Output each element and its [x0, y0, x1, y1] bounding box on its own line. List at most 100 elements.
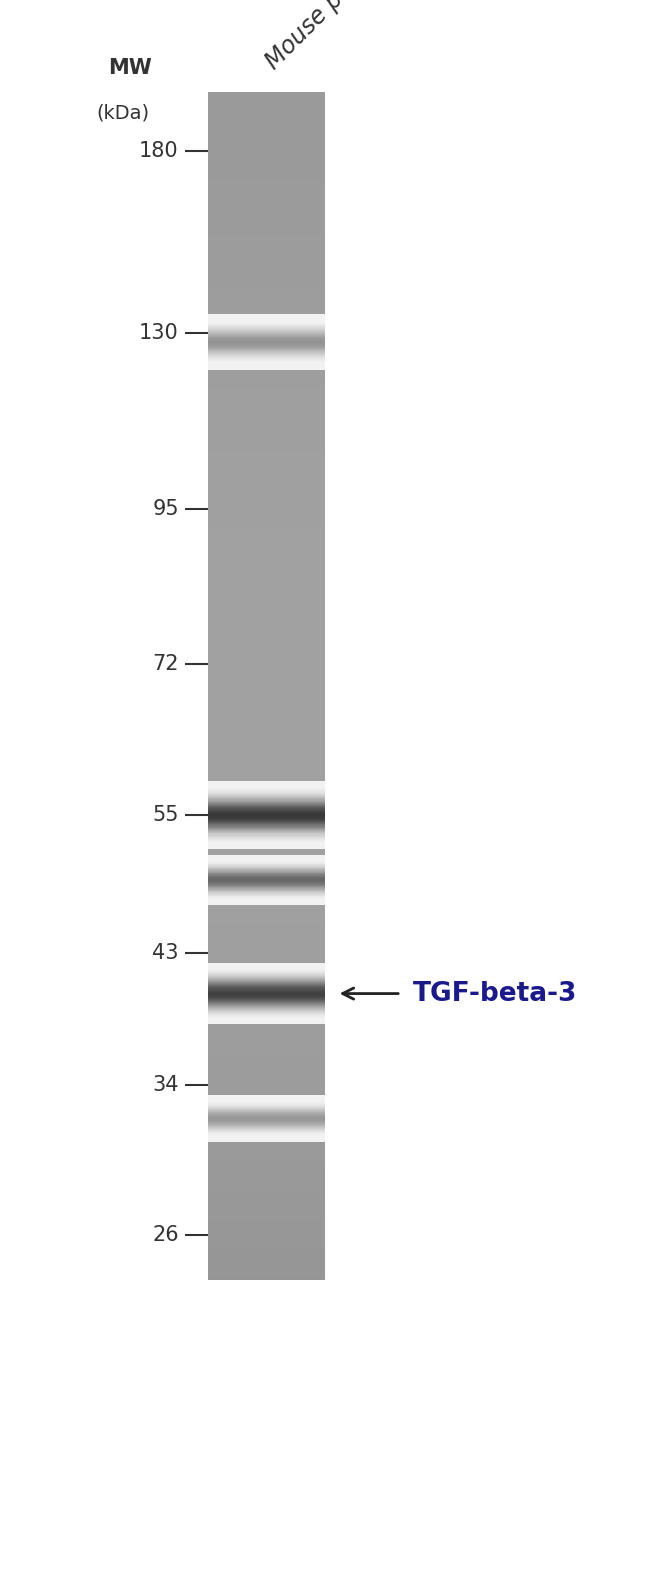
Bar — [208, 903, 325, 908]
Bar — [208, 594, 325, 599]
Bar — [208, 567, 325, 571]
Bar — [208, 1102, 325, 1105]
Bar — [208, 164, 325, 167]
Bar — [208, 1193, 325, 1196]
Bar — [208, 1086, 325, 1089]
Bar — [208, 769, 325, 772]
Bar — [208, 733, 325, 738]
Bar — [208, 1232, 325, 1236]
Bar — [208, 214, 325, 219]
Bar — [208, 156, 325, 159]
Bar — [208, 329, 325, 334]
Bar — [208, 627, 325, 630]
Bar — [208, 939, 325, 942]
Bar — [208, 686, 325, 690]
Text: 130: 130 — [139, 323, 179, 344]
Bar — [208, 159, 325, 164]
Bar — [208, 112, 325, 115]
Text: 55: 55 — [152, 805, 179, 826]
Bar — [208, 1217, 325, 1220]
Bar — [208, 429, 325, 432]
Bar — [208, 120, 325, 123]
Bar — [208, 107, 325, 112]
Bar — [208, 353, 325, 358]
Bar — [208, 413, 325, 416]
Bar — [208, 693, 325, 698]
Bar — [208, 559, 325, 563]
Bar — [208, 1177, 325, 1180]
Bar — [208, 512, 325, 515]
Bar — [208, 342, 325, 345]
Bar — [208, 1225, 325, 1228]
Bar — [208, 1089, 325, 1094]
Bar — [208, 960, 325, 963]
Bar — [208, 369, 325, 374]
Bar — [208, 500, 325, 504]
Bar — [208, 678, 325, 682]
Bar — [208, 254, 325, 258]
Bar — [208, 749, 325, 753]
Bar — [208, 322, 325, 326]
Bar — [208, 1236, 325, 1240]
Bar — [208, 104, 325, 107]
Bar — [208, 887, 325, 892]
Bar — [208, 1050, 325, 1054]
Bar — [208, 1141, 325, 1146]
Bar — [208, 643, 325, 646]
Bar — [208, 947, 325, 952]
Bar — [208, 1272, 325, 1275]
Bar — [208, 599, 325, 602]
Bar — [208, 211, 325, 214]
Bar — [208, 222, 325, 227]
Bar — [208, 722, 325, 725]
Bar — [208, 1169, 325, 1173]
Bar — [208, 848, 325, 853]
Text: MW: MW — [109, 58, 152, 77]
Bar — [208, 675, 325, 678]
Bar — [208, 1267, 325, 1272]
Bar — [208, 785, 325, 790]
Bar — [208, 845, 325, 848]
Bar — [208, 1007, 325, 1010]
Bar — [208, 1201, 325, 1204]
Bar — [208, 745, 325, 749]
Bar — [208, 235, 325, 238]
Bar — [208, 659, 325, 662]
Bar — [208, 808, 325, 813]
Bar — [208, 706, 325, 709]
Bar — [208, 266, 325, 269]
Bar — [208, 489, 325, 492]
Bar — [208, 780, 325, 785]
Bar — [208, 976, 325, 979]
Bar — [208, 334, 325, 337]
Bar — [208, 602, 325, 607]
Bar — [208, 777, 325, 780]
Bar — [208, 991, 325, 994]
Bar — [208, 1018, 325, 1023]
Bar — [208, 682, 325, 686]
Bar — [208, 868, 325, 872]
Bar — [208, 764, 325, 769]
Bar — [208, 246, 325, 251]
Bar — [208, 884, 325, 887]
Bar — [208, 994, 325, 999]
Bar — [208, 143, 325, 148]
Bar — [208, 515, 325, 520]
Bar — [208, 1073, 325, 1078]
Bar — [208, 366, 325, 369]
Bar — [208, 1057, 325, 1062]
Bar — [208, 183, 325, 188]
Bar — [208, 963, 325, 968]
Bar — [208, 243, 325, 246]
Bar — [208, 860, 325, 864]
Bar — [208, 91, 325, 96]
Bar — [208, 238, 325, 243]
Bar — [208, 1212, 325, 1217]
Bar — [208, 821, 325, 824]
Bar — [208, 892, 325, 895]
Bar — [208, 900, 325, 903]
Bar — [208, 1094, 325, 1097]
Bar — [208, 219, 325, 222]
Bar — [208, 1162, 325, 1165]
Bar — [208, 1026, 325, 1031]
